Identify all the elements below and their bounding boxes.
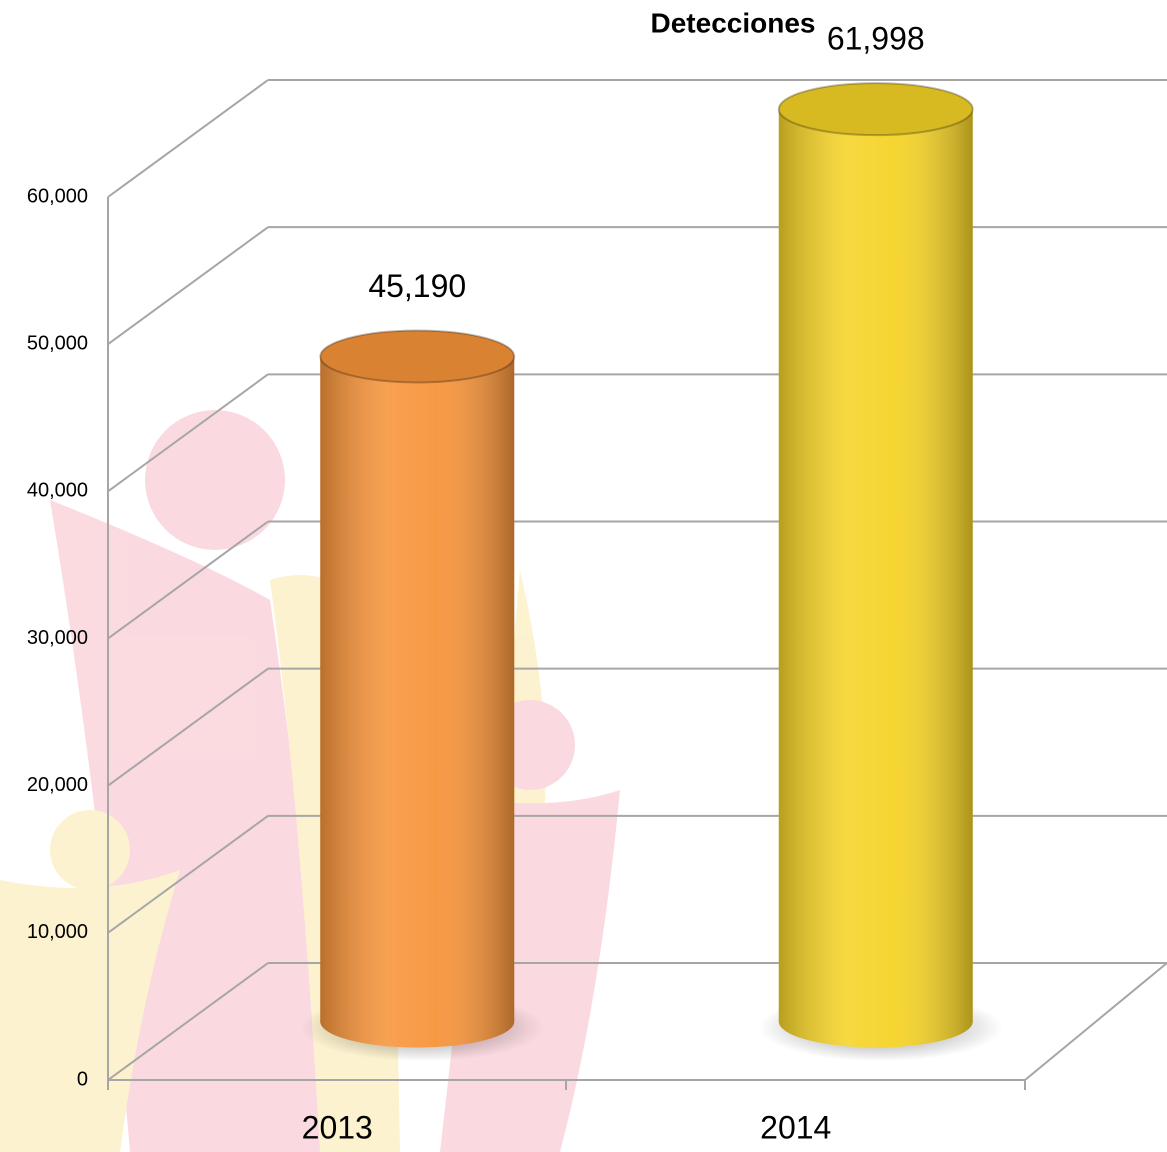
grid-line xyxy=(108,80,268,197)
chart-title: Detecciones xyxy=(651,7,816,38)
y-tick-label: 60,000 xyxy=(27,185,88,207)
y-tick-label: 50,000 xyxy=(27,332,88,354)
chart: Detecciones 0 10,000 20,000 30,000 40,000 50,… xyxy=(0,0,1167,1152)
y-tick-label: 0 xyxy=(77,1068,88,1090)
bar-top-shade xyxy=(320,330,514,382)
grid-line xyxy=(108,227,268,344)
y-tick-label: 10,000 xyxy=(27,921,88,943)
value-label: 45,190 xyxy=(368,268,466,304)
floor-edge xyxy=(1025,963,1167,1080)
y-tick-label: 20,000 xyxy=(27,774,88,796)
y-tick-label: 40,000 xyxy=(27,480,88,502)
x-tick-label: 2014 xyxy=(760,1109,831,1145)
bar-shade xyxy=(320,356,514,1021)
bar-top-shade xyxy=(779,83,973,135)
x-tick-label: 2013 xyxy=(302,1109,373,1145)
y-tick-label: 30,000 xyxy=(27,627,88,649)
bar-shade xyxy=(779,109,973,1021)
value-label: 61,998 xyxy=(827,21,925,57)
